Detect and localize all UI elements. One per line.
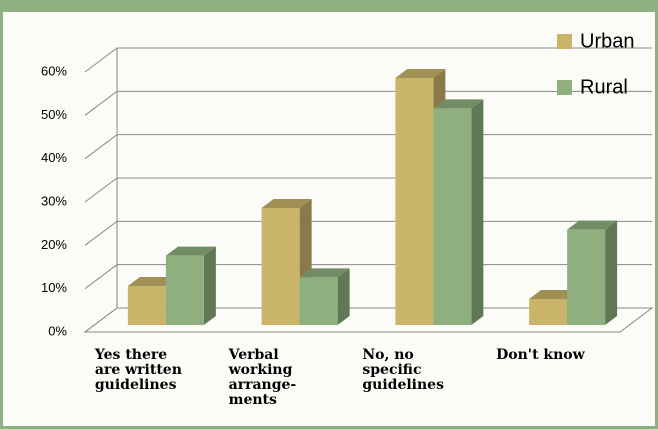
x-tick-label: Verbal working arrange-ments [228,347,297,408]
grid-line [84,47,652,73]
bar [529,299,568,325]
bar [395,78,434,325]
bar [165,255,204,325]
bar-side [471,99,484,325]
y-tick-label: 30% [41,193,67,208]
bar [261,208,300,325]
x-tick-label: Don't know [496,347,586,363]
bar-top [529,290,580,299]
legend-label: Urban [580,30,634,52]
bar-side [605,220,618,325]
legend-swatch [557,80,572,95]
y-tick-label: 0% [48,323,67,338]
bar-top [165,246,216,256]
y-tick-label: 10% [41,280,67,295]
y-tick-label: 50% [41,107,67,122]
bar-top [567,220,618,230]
bar-top [261,199,312,208]
bar [433,108,472,325]
top-strip [0,0,658,12]
y-tick-label: 40% [41,150,67,165]
y-tick-label: 60% [41,63,67,78]
bar [299,277,338,325]
grid-line [84,90,652,116]
legend-label: Rural [580,76,628,98]
bar-side [203,246,216,325]
bar [127,286,166,325]
legend-swatch [557,34,572,49]
bar-side [337,268,350,325]
y-tick-label: 20% [41,237,67,252]
bar-top [433,99,484,109]
bar-top [395,69,446,78]
x-tick-label: Yes there are written guidelines [94,347,182,393]
x-tick-label: No, no specific guidelines [362,347,444,393]
bar [567,229,606,325]
bar-top [299,268,350,278]
bar-top [127,277,178,286]
